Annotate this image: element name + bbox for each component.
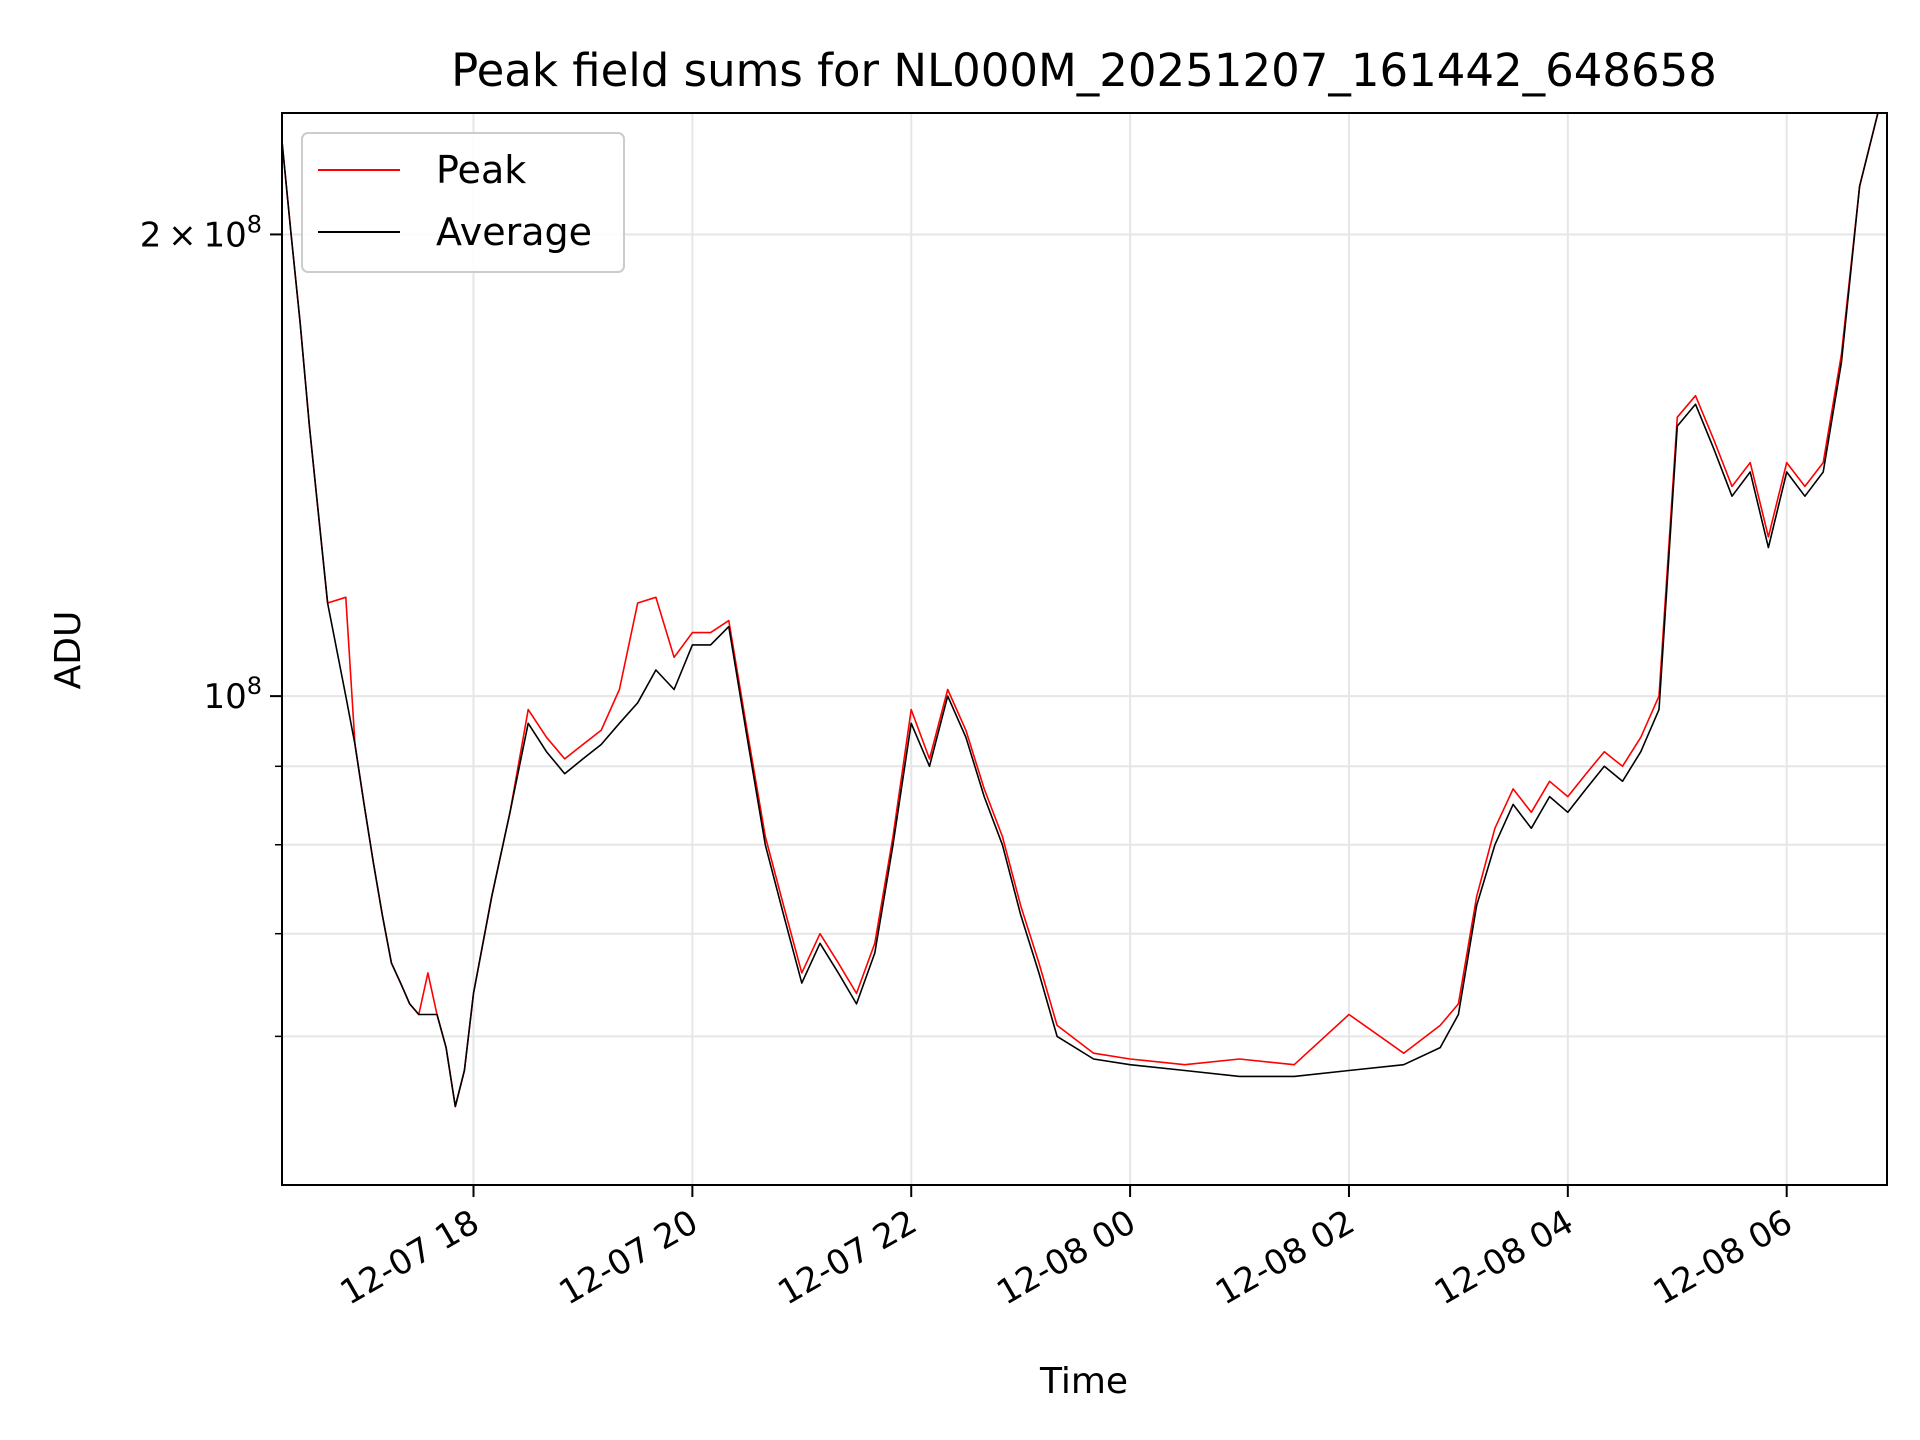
chart-title: Peak field sums for NL000M_20251207_1614… — [451, 44, 1717, 97]
grid — [282, 113, 1887, 1185]
series-line-average — [282, 113, 1879, 1108]
series-line-peak — [282, 113, 1879, 1108]
plot-frame — [281, 112, 1888, 1186]
x-axis-label: Time — [1039, 1361, 1128, 1402]
y-axis-label: ADU — [48, 611, 89, 690]
legend-average-label: Average — [436, 210, 592, 254]
y-tick-label: 2 × 108 — [140, 210, 262, 255]
legend-box — [301, 132, 625, 273]
plot-series — [282, 113, 1879, 1108]
y-tick-label: 108 — [203, 672, 262, 717]
legend-peak-label: Peak — [436, 148, 526, 192]
legend: Peak Average — [301, 132, 625, 273]
